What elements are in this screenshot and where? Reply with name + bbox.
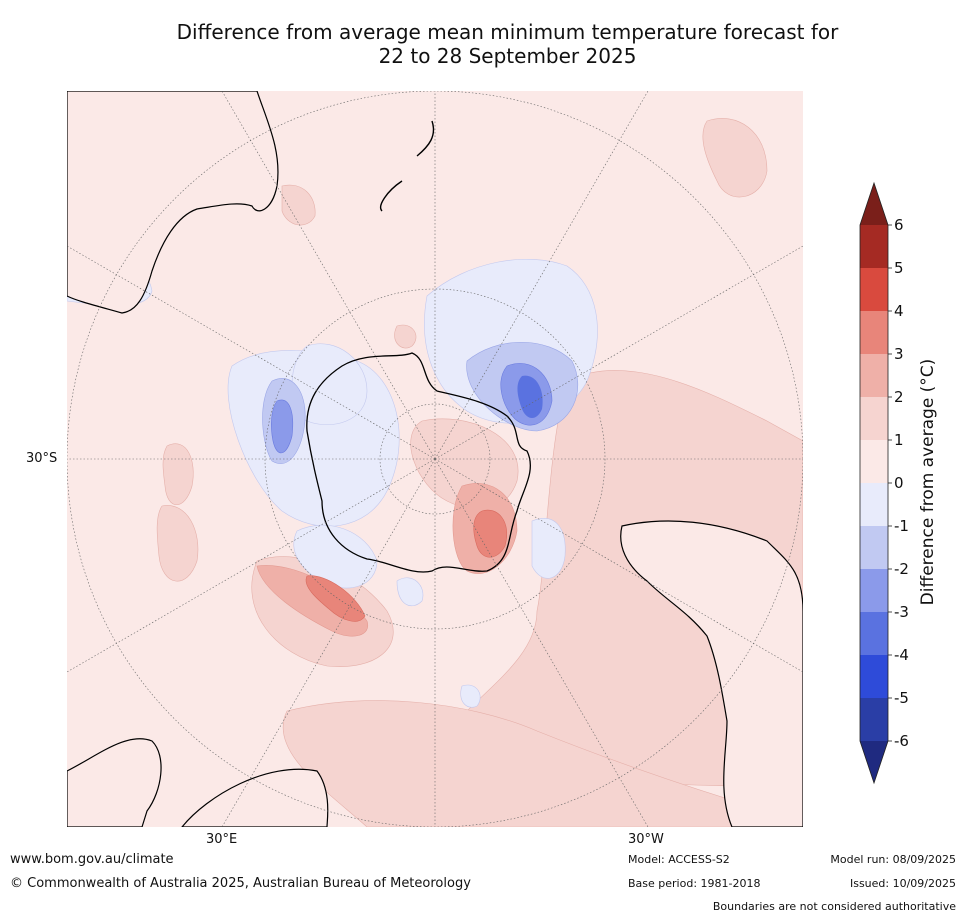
australia-coastline bbox=[67, 91, 279, 314]
africa-coastline bbox=[181, 768, 329, 827]
colorbar-tick-label: 6 bbox=[894, 216, 904, 234]
colorbar-band bbox=[860, 397, 888, 440]
colorbar-tick-label: 0 bbox=[894, 474, 904, 492]
map-title-line1: Difference from average mean minimum tem… bbox=[176, 20, 839, 44]
madagascar-coastline bbox=[67, 738, 162, 827]
footer-website[interactable]: www.bom.gov.au/climate bbox=[10, 852, 174, 867]
latitude-circles bbox=[67, 91, 803, 827]
colorbar-tick-label: -6 bbox=[894, 732, 909, 750]
colorbar-band bbox=[860, 354, 888, 397]
colorbar-band bbox=[860, 698, 888, 741]
colorbar-band bbox=[860, 526, 888, 569]
colorbar-band bbox=[860, 569, 888, 612]
lon-label-30e: 30°E bbox=[206, 832, 238, 847]
map-title: Difference from average mean minimum tem… bbox=[60, 20, 955, 68]
lat-label-30s: 30°S bbox=[26, 451, 58, 466]
colorbar-band bbox=[860, 483, 888, 526]
footer-copyright: © Commonwealth of Australia 2025, Austra… bbox=[10, 876, 471, 891]
colorbar-band bbox=[860, 268, 888, 311]
colorbar-under-triangle bbox=[860, 741, 888, 783]
colorbar-tick-label: 5 bbox=[894, 259, 904, 277]
colorbar-band bbox=[860, 440, 888, 483]
colorbar-tick-label: -5 bbox=[894, 689, 909, 707]
colorbar-svg: 6 5 4 3 2 1 0 -1 -2 -3 -4 -5 -6 bbox=[859, 181, 909, 785]
polar-map-svg bbox=[67, 91, 803, 827]
colorbar-tick-label: -3 bbox=[894, 603, 909, 621]
colorbar-tick-label: -1 bbox=[894, 517, 909, 535]
colorbar-tick-label: 4 bbox=[894, 302, 904, 320]
colorbar-over-triangle bbox=[860, 183, 888, 225]
footer-base-period: Base period: 1981-2018 bbox=[628, 877, 761, 890]
colorbar-tick-label: -2 bbox=[894, 560, 909, 578]
colorbar-label: Difference from average (°C) bbox=[918, 358, 938, 606]
colorbar-band bbox=[860, 311, 888, 354]
footer-model: Model: ACCESS-S2 bbox=[628, 853, 730, 866]
colorbar-band bbox=[860, 225, 888, 268]
colorbar-tick-label: 1 bbox=[894, 431, 904, 449]
footer-disclaimer: Boundaries are not considered authoritat… bbox=[712, 900, 956, 913]
south-america-coastline bbox=[620, 520, 803, 827]
new-zealand-coastline bbox=[380, 120, 435, 212]
colorbar-band bbox=[860, 612, 888, 655]
warm-anomaly-strong bbox=[305, 509, 507, 622]
meridians bbox=[67, 91, 803, 827]
colorbar-tick-label: 2 bbox=[894, 388, 904, 406]
footer-issued: Issued: 10/09/2025 bbox=[849, 877, 956, 890]
map-title-line2: 22 to 28 September 2025 bbox=[378, 44, 637, 68]
colorbar-tick-label: -4 bbox=[894, 646, 909, 664]
footer-model-run: Model run: 08/09/2025 bbox=[830, 853, 956, 866]
colorbar-tick-label: 3 bbox=[894, 345, 904, 363]
colorbar-band bbox=[860, 655, 888, 698]
colorbar: 6 5 4 3 2 1 0 -1 -2 -3 -4 -5 -6 bbox=[850, 180, 965, 785]
polar-map bbox=[67, 91, 803, 827]
antarctica-coastline bbox=[306, 352, 531, 573]
lon-label-30w: 30°W bbox=[628, 832, 664, 847]
